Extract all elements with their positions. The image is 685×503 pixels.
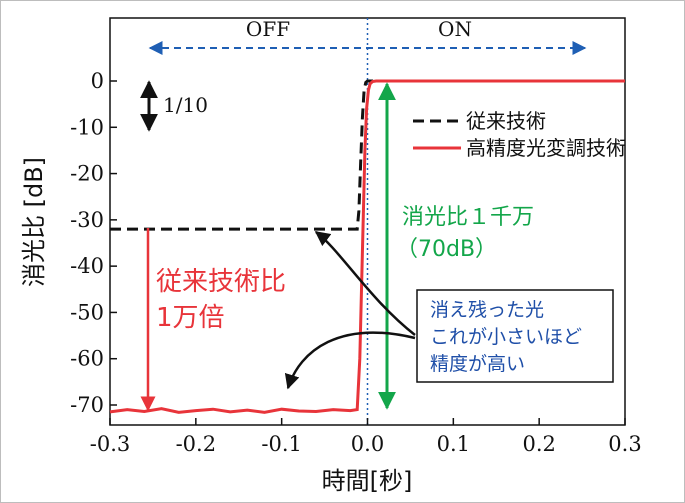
legend-label-conventional: 従来技術 bbox=[466, 109, 546, 133]
y-tick-label: 0 bbox=[91, 69, 104, 93]
y-tick-label: -30 bbox=[70, 208, 104, 232]
series-line-conventional bbox=[110, 79, 625, 231]
x-tick-label: -0.3 bbox=[90, 432, 131, 456]
off-label: OFF bbox=[246, 17, 290, 41]
callout-text-line3: 精度が高い bbox=[430, 353, 525, 375]
x-tick-label: -0.2 bbox=[176, 432, 217, 456]
y-tick-label: -50 bbox=[70, 300, 104, 324]
x-tick-label: 0.3 bbox=[608, 432, 641, 456]
y-axis-label: 消光比 [dB] bbox=[20, 157, 48, 287]
extinction-ratio-text-line1: 消光比１千万 bbox=[402, 205, 534, 230]
improvement-text-line2: 1万倍 bbox=[156, 303, 225, 333]
callout-pointer-conventional bbox=[314, 231, 416, 336]
callout-text-line1: 消え残った光 bbox=[430, 299, 544, 321]
y-tick-label: -20 bbox=[70, 162, 104, 186]
y-tick-label: -10 bbox=[70, 115, 104, 139]
x-tick-label: 0.1 bbox=[437, 432, 470, 456]
x-axis-label: 時間[秒] bbox=[322, 467, 413, 495]
x-tick-label: -0.1 bbox=[261, 432, 302, 456]
callout-pointer-high-precision bbox=[284, 331, 416, 390]
residual-light-callout-box bbox=[416, 289, 614, 383]
x-tick-label: 0.2 bbox=[522, 432, 555, 456]
legend: 従来技術 高精度光変調技術 bbox=[413, 109, 626, 160]
y-tick-label: -70 bbox=[70, 393, 104, 417]
improvement-text-line1: 従来技術比 bbox=[156, 267, 286, 297]
extinction-ratio-text-line2: （70dB） bbox=[396, 237, 497, 262]
y-tick-label: -40 bbox=[70, 254, 104, 278]
y-axis-ticks: 0 -10 -20 -30 -40 -50 -60 -70 bbox=[70, 69, 117, 417]
legend-label-high-precision: 高精度光変調技術 bbox=[466, 136, 626, 160]
series-line-high-precision bbox=[109, 79, 625, 414]
x-tick-label: 0.0 bbox=[351, 432, 384, 456]
scale-label: 1/10 bbox=[163, 93, 208, 117]
on-label: ON bbox=[438, 17, 472, 41]
x-axis-ticks: -0.3 -0.2 -0.1 0.0 0.1 0.2 0.3 bbox=[90, 418, 642, 456]
callout-text-line2: これが小さいほど bbox=[430, 326, 582, 348]
y-tick-label: -60 bbox=[70, 347, 104, 371]
